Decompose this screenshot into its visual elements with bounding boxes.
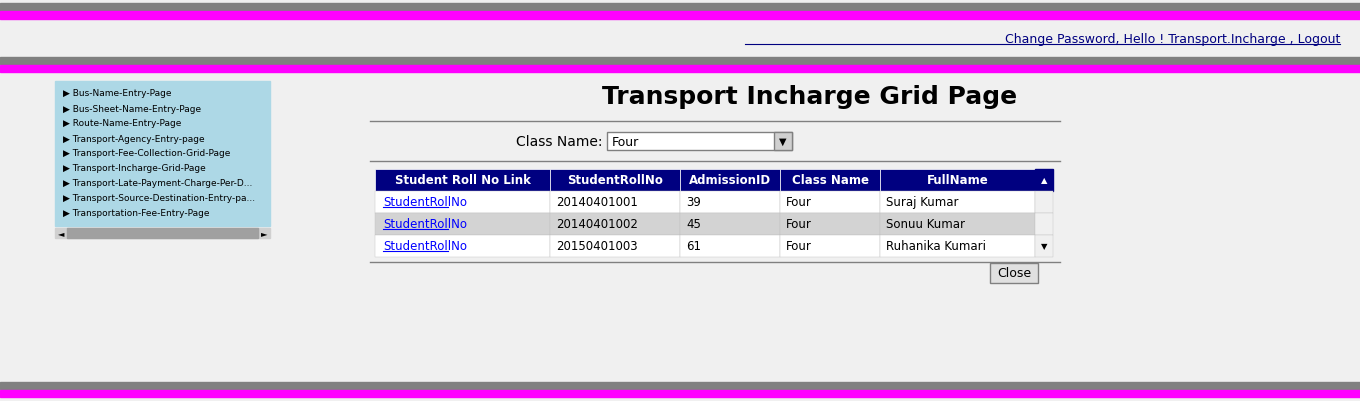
Text: Sonuu Kumar: Sonuu Kumar xyxy=(885,218,966,231)
Bar xyxy=(375,192,549,213)
Text: ▼: ▼ xyxy=(1040,242,1047,251)
Text: FullName: FullName xyxy=(926,174,989,187)
Text: Four: Four xyxy=(612,135,639,148)
Text: 20140401001: 20140401001 xyxy=(556,196,638,209)
Bar xyxy=(549,170,680,192)
Bar xyxy=(0,58,1360,65)
Text: ▶ Bus-Name-Entry-Page: ▶ Bus-Name-Entry-Page xyxy=(63,89,171,98)
Text: ◄: ◄ xyxy=(57,229,64,238)
Bar xyxy=(990,263,1038,283)
Bar xyxy=(0,12,1360,20)
Bar xyxy=(880,235,1035,257)
Text: ▶ Transport-Fee-Collection-Grid-Page: ▶ Transport-Fee-Collection-Grid-Page xyxy=(63,149,230,158)
Bar xyxy=(375,235,549,257)
Text: Four: Four xyxy=(786,218,812,231)
Bar xyxy=(781,170,880,192)
Bar xyxy=(1035,192,1053,213)
Text: Student Roll No Link: Student Roll No Link xyxy=(394,174,530,187)
Text: Class Name: Class Name xyxy=(792,174,869,187)
Text: StudentRollNo: StudentRollNo xyxy=(384,218,466,231)
Text: 61: 61 xyxy=(685,240,700,253)
Bar xyxy=(375,213,549,235)
Text: ▲: ▲ xyxy=(1040,176,1047,185)
Bar xyxy=(880,170,1035,192)
Bar xyxy=(54,229,271,239)
Text: StudentRollNo: StudentRollNo xyxy=(384,196,466,209)
Text: 20140401002: 20140401002 xyxy=(556,218,638,231)
Text: Four: Four xyxy=(786,196,812,209)
Text: AdmissionID: AdmissionID xyxy=(690,174,771,187)
Text: ▶ Bus-Sheet-Name-Entry-Page: ▶ Bus-Sheet-Name-Entry-Page xyxy=(63,104,201,113)
Bar xyxy=(54,82,271,227)
Bar xyxy=(880,192,1035,213)
Text: Four: Four xyxy=(786,240,812,253)
Text: 39: 39 xyxy=(685,196,700,209)
Text: ▶ Route-Name-Entry-Page: ▶ Route-Name-Entry-Page xyxy=(63,119,181,128)
Bar xyxy=(774,133,792,151)
Bar xyxy=(375,170,549,192)
Bar xyxy=(781,213,880,235)
Bar xyxy=(880,213,1035,235)
Bar xyxy=(0,4,1360,12)
Bar xyxy=(549,235,680,257)
Bar xyxy=(1035,235,1053,257)
Text: Class Name:: Class Name: xyxy=(515,135,602,149)
Text: Change Password, Hello ! Transport.Incharge , Logout: Change Password, Hello ! Transport.Incha… xyxy=(1005,33,1340,47)
Bar xyxy=(549,213,680,235)
Bar xyxy=(680,235,781,257)
Text: 20150401003: 20150401003 xyxy=(556,240,638,253)
Bar xyxy=(0,390,1360,397)
Text: ▶ Transportation-Fee-Entry-Page: ▶ Transportation-Fee-Entry-Page xyxy=(63,209,209,218)
Bar xyxy=(781,192,880,213)
Text: ►: ► xyxy=(261,229,268,238)
Bar xyxy=(67,229,258,239)
Text: ▼: ▼ xyxy=(779,137,786,147)
Bar xyxy=(1035,170,1053,192)
Bar xyxy=(680,213,781,235)
Bar xyxy=(781,235,880,257)
Text: Transport Incharge Grid Page: Transport Incharge Grid Page xyxy=(602,85,1017,109)
Bar xyxy=(680,170,781,192)
Text: ▶ Transport-Late-Payment-Charge-Per-D...: ▶ Transport-Late-Payment-Charge-Per-D... xyxy=(63,179,253,188)
Text: Suraj Kumar: Suraj Kumar xyxy=(885,196,959,209)
Bar xyxy=(680,192,781,213)
Bar xyxy=(1035,213,1053,235)
Text: ▶ Transport-Incharge-Grid-Page: ▶ Transport-Incharge-Grid-Page xyxy=(63,164,205,173)
Bar xyxy=(0,66,1360,73)
Bar xyxy=(549,192,680,213)
Bar xyxy=(0,382,1360,389)
Bar xyxy=(607,133,792,151)
Text: StudentRollNo: StudentRollNo xyxy=(567,174,662,187)
Text: Ruhanika Kumari: Ruhanika Kumari xyxy=(885,240,986,253)
Text: Close: Close xyxy=(997,267,1031,280)
Text: StudentRollNo: StudentRollNo xyxy=(384,240,466,253)
Text: 45: 45 xyxy=(685,218,700,231)
Text: ▶ Transport-Agency-Entry-page: ▶ Transport-Agency-Entry-page xyxy=(63,134,204,143)
Text: ▶ Transport-Source-Destination-Entry-pa...: ▶ Transport-Source-Destination-Entry-pa.… xyxy=(63,194,256,203)
